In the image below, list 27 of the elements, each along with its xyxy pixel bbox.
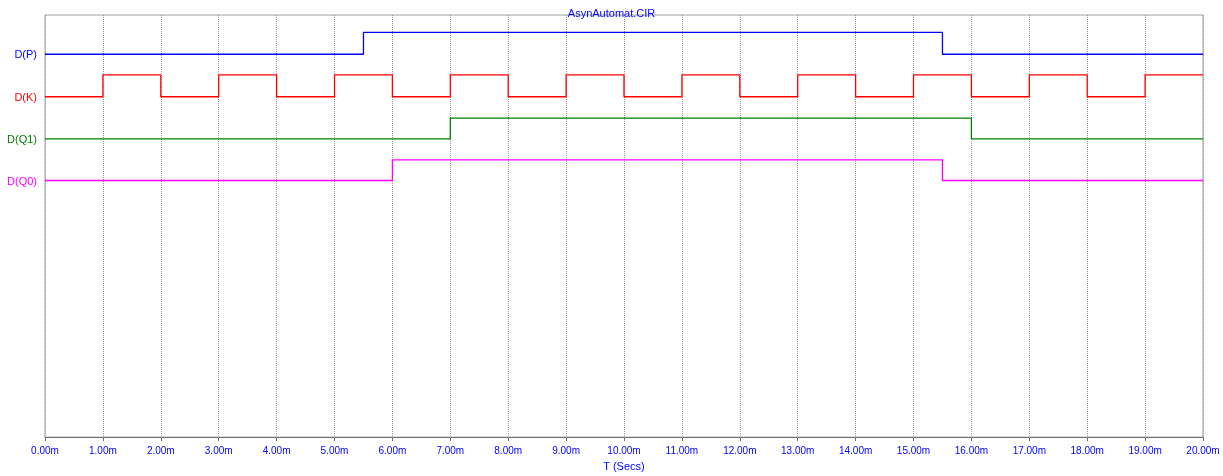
series-label: D(K)	[14, 90, 37, 103]
x-tick-label: 19.00m	[1128, 444, 1162, 456]
x-tick-label: 14.00m	[838, 444, 873, 456]
chart-title: AsynAutomat.CIR	[567, 6, 656, 19]
series-label: D(Q1)	[7, 132, 37, 145]
x-tick-label: 0.00m	[31, 444, 59, 456]
x-tick-label: 18.00m	[1070, 444, 1104, 456]
x-tick-label: 8.00m	[494, 444, 523, 456]
x-tick-label: 9.00m	[552, 444, 580, 456]
x-tick-label: 10.00m	[607, 444, 641, 456]
series-label: D(Q0)	[7, 174, 37, 187]
x-tick-label: 13.00m	[781, 444, 815, 456]
series-label: D(P)	[14, 48, 37, 61]
x-tick-label: 11.00m	[665, 444, 699, 456]
x-tick-label: 16.00m	[954, 444, 989, 456]
x-tick-label: 3.00m	[204, 444, 233, 456]
x-tick-label: 1.00m	[89, 444, 117, 456]
x-tick-label: 5.00m	[320, 444, 349, 456]
x-tick-label: 2.00m	[146, 444, 175, 456]
x-tick-label: 20.00m	[1186, 444, 1220, 456]
x-tick-label: 12.00m	[723, 444, 757, 456]
x-axis-title: T (Secs)	[603, 459, 645, 472]
x-tick-label: 17.00m	[1012, 444, 1046, 456]
x-tick-label: 15.00m	[896, 444, 931, 456]
x-tick-label: 7.00m	[436, 444, 465, 456]
x-tick-label: 6.00m	[378, 444, 407, 456]
x-tick-label: 4.00m	[262, 444, 291, 456]
